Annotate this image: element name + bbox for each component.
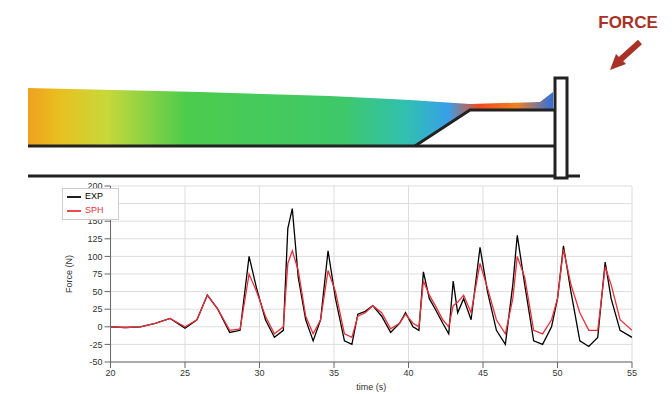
svg-text:35: 35: [329, 368, 339, 378]
svg-text:Force (N): Force (N): [64, 255, 74, 293]
svg-text:FORCE: FORCE: [598, 13, 658, 32]
svg-text:50: 50: [93, 287, 103, 297]
svg-text:20: 20: [106, 368, 116, 378]
svg-text:100: 100: [87, 252, 102, 262]
svg-text:125: 125: [87, 234, 102, 244]
svg-text:-50: -50: [90, 357, 103, 367]
svg-text:25: 25: [180, 368, 190, 378]
svg-text:175: 175: [87, 199, 102, 209]
svg-text:75: 75: [93, 269, 103, 279]
svg-text:55: 55: [627, 368, 637, 378]
svg-text:0: 0: [98, 322, 103, 332]
svg-text:40: 40: [403, 368, 413, 378]
svg-text:50: 50: [552, 368, 562, 378]
svg-text:-25: -25: [90, 340, 103, 350]
svg-text:150: 150: [87, 216, 102, 226]
svg-text:45: 45: [478, 368, 488, 378]
svg-text:200: 200: [87, 181, 102, 191]
svg-text:30: 30: [255, 368, 265, 378]
svg-text:time (s): time (s): [356, 382, 386, 392]
svg-text:25: 25: [93, 304, 103, 314]
